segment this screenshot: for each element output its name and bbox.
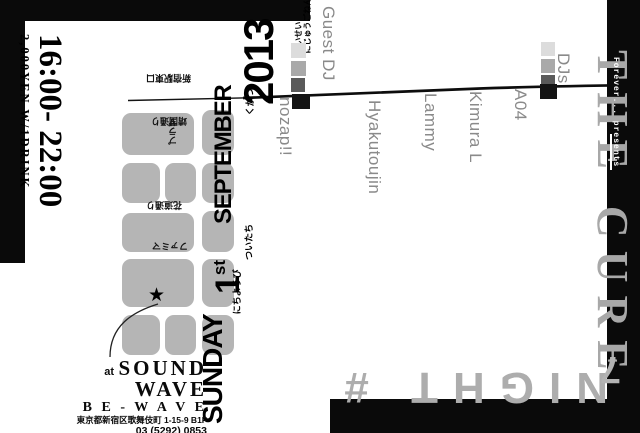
title-the-cure: THE CURE [588, 50, 637, 383]
gradient-square-on-line [292, 94, 310, 109]
top-black-bar [0, 0, 310, 21]
venue-phone: 03 (5292) 0853 [135, 425, 207, 433]
map-building [202, 163, 234, 203]
presents-credit: Forever... presents [611, 57, 620, 168]
gradient-square [291, 61, 306, 76]
map-building [122, 113, 194, 155]
date-month-furigana: くがつ [245, 88, 256, 116]
venue-block: at SOUND WAVE B E - W A V E 東京都新宿区歌舞伎町 1… [25, 358, 207, 433]
dj-name-kimura-l: Kimura L [466, 91, 485, 164]
date-month-block: SEPTEMBER くがつ [210, 85, 256, 224]
dj-name-hyakutoujin: Hyakutoujin [365, 100, 384, 195]
event-time: 16:00- 22:00 [32, 34, 68, 208]
map-building [202, 315, 234, 355]
date-month: SEPTEMBER [210, 85, 237, 224]
date-day-furigana: ついたち [244, 223, 255, 260]
dj-name-a04: A04 [511, 89, 530, 121]
map-building [202, 259, 234, 307]
map-building [202, 110, 234, 155]
map-building [122, 163, 160, 203]
venue-name: SOUND WAVE [118, 356, 207, 401]
venue-prefix: at [104, 366, 115, 378]
title-night: NIGHT # [329, 363, 608, 412]
presents-underline [610, 134, 612, 170]
map-building [122, 213, 194, 252]
event-price: 2,000YEN W/1DRINK [17, 34, 32, 190]
map-building [122, 259, 194, 307]
dj-name-nozap: nozap!! [276, 97, 295, 157]
gradient-square [541, 59, 555, 73]
map-building [165, 315, 196, 355]
schedule-block: 16:00- 22:00 2,000YEN W/1DRINK [17, 34, 68, 208]
gradient-square [291, 43, 306, 58]
venue-floor-name: B E - W A V E [82, 400, 207, 415]
dj-name-lammy: Lammy [421, 93, 440, 152]
map-building [165, 163, 196, 203]
date-weekday-furigana: にちようび [232, 269, 243, 315]
venue-address: 東京都新宿区歌舞伎町 1-15-9 B1F [76, 415, 207, 426]
gradient-square [541, 42, 555, 56]
bottom-black-bar [330, 399, 640, 433]
right-black-bar [607, 0, 640, 433]
guest-dj-label: Guest DJ [319, 6, 338, 81]
map-star-venue-marker: ★ [148, 285, 166, 306]
map-building [202, 211, 234, 252]
left-black-bar [0, 0, 25, 263]
gradient-square-on-line [540, 84, 557, 99]
gradient-square [291, 78, 305, 92]
title-seven: 7 [599, 348, 621, 390]
map-building [122, 315, 160, 355]
djs-label: DJs [554, 53, 573, 84]
